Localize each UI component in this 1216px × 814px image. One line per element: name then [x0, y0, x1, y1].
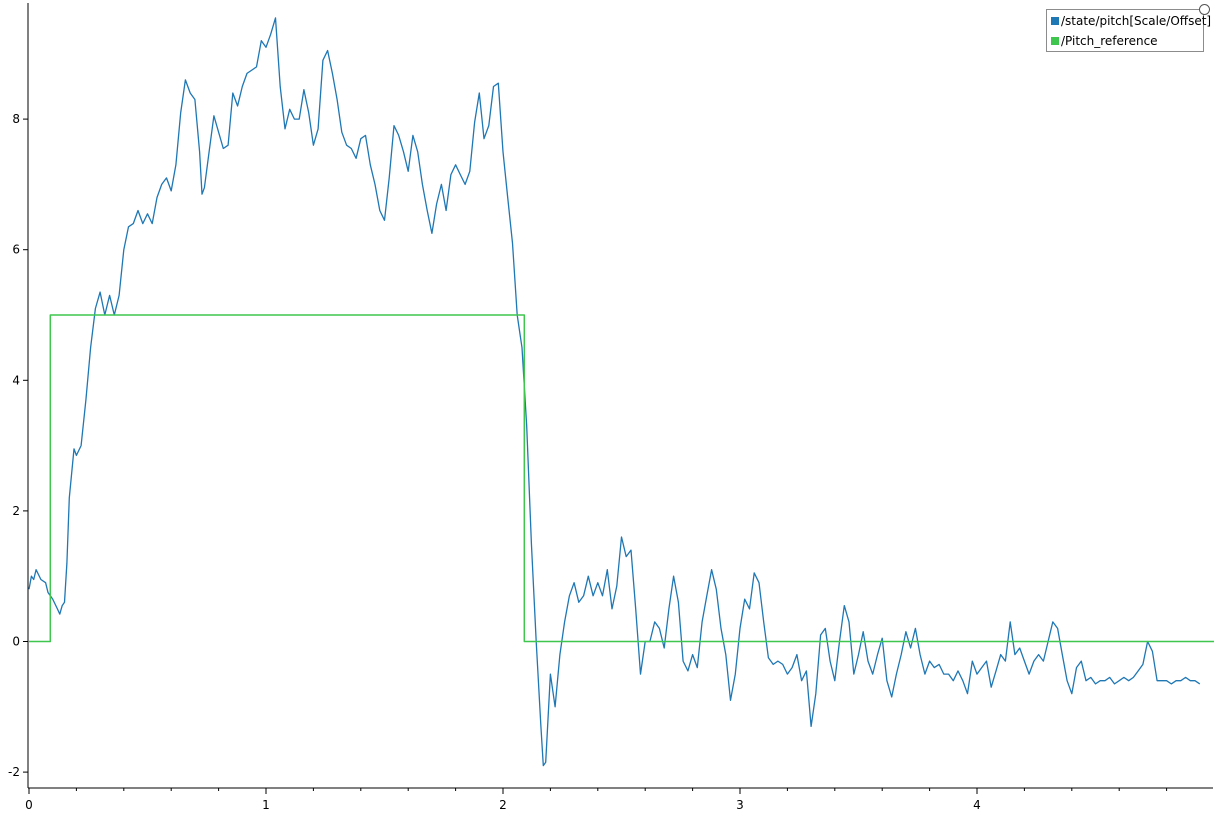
legend-swatch-state-pitch	[1051, 17, 1059, 25]
y-tick-label: 6	[12, 243, 20, 257]
legend-move-handle-icon[interactable]	[1199, 4, 1210, 15]
x-tick-label: 1	[262, 798, 270, 812]
x-tick-label: 4	[973, 798, 981, 812]
legend-swatch-pitch-reference	[1051, 37, 1059, 45]
legend[interactable]: /state/pitch[Scale/Offset] /Pitch_refere…	[1046, 9, 1211, 52]
x-tick-label: 0	[25, 798, 33, 812]
y-tick-label: 0	[12, 635, 20, 649]
legend-label-state-pitch: /state/pitch[Scale/Offset]	[1061, 14, 1212, 28]
y-tick-label: 8	[12, 112, 20, 126]
x-tick-label: 2	[499, 798, 507, 812]
y-axis-ticks: -2 0 2 4 6 8	[8, 112, 28, 779]
x-tick-label: 3	[736, 798, 744, 812]
axes: 0 1 2 3 4 -2 0 2 4 6 8	[8, 3, 1213, 812]
legend-item-pitch-reference[interactable]: /Pitch_reference	[1051, 33, 1158, 49]
y-tick-label: 4	[12, 373, 20, 387]
series-layer	[28, 17, 1214, 767]
x-axis-ticks: 0 1 2 3 4	[25, 788, 1168, 812]
y-tick-label: 2	[12, 504, 20, 518]
series-line-pitch-reference	[29, 314, 1214, 643]
legend-item-state-pitch[interactable]: /state/pitch[Scale/Offset]	[1051, 13, 1211, 29]
y-tick-label: -2	[8, 765, 20, 779]
legend-label-pitch-reference: /Pitch_reference	[1061, 34, 1158, 48]
series-line-state-pitch	[28, 17, 1201, 767]
